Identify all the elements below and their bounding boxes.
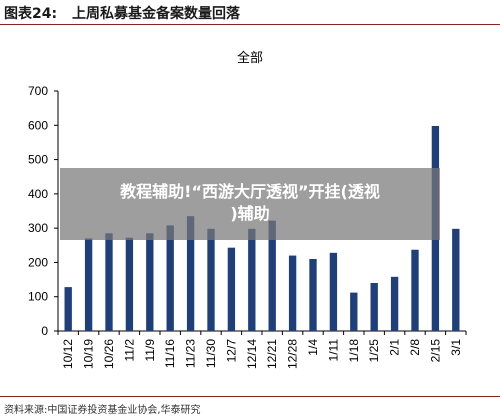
x-tick-label: 11/9 (143, 339, 157, 362)
x-tick-label: 12/14 (245, 339, 259, 369)
bar-12-28 (288, 255, 297, 331)
bar-10-12 (64, 287, 72, 331)
y-tick-label: 0 (41, 324, 48, 338)
bar-12-21 (268, 220, 276, 331)
bar-1-11 (329, 252, 338, 331)
y-tick-label: 300 (28, 221, 48, 235)
bar-10-19 (84, 238, 93, 331)
bar-1-18 (350, 292, 358, 331)
bar-11-9 (146, 233, 154, 331)
bar-2-8 (411, 249, 419, 331)
y-tick-labels: 0 100 200 300 400 500 600 700 (28, 84, 48, 338)
figure-label: 图表24: (4, 6, 58, 22)
x-tick-label: 10/12 (61, 339, 75, 369)
x-tick-label: 11/16 (163, 339, 177, 368)
overlay-text-line2: )辅助 (230, 204, 270, 223)
y-tick-label: 500 (28, 153, 48, 167)
y-tick-label: 400 (28, 187, 48, 201)
x-tick-label: 2/8 (408, 339, 422, 356)
bar-12-7 (227, 247, 236, 331)
chart-bars (64, 125, 460, 331)
bar-11-2 (125, 237, 134, 331)
bar-2-1 (390, 276, 399, 331)
x-tick-label: 1/25 (367, 339, 381, 363)
overlay-banner: 教程辅助!“西游大厅透视”开挂(透视 )辅助 (60, 168, 440, 240)
x-tick-label: 1/4 (306, 339, 320, 356)
y-tick-label: 200 (28, 255, 48, 269)
y-tick-label: 600 (28, 118, 48, 132)
y-tick-label: 100 (28, 290, 48, 304)
x-tick-labels: 10/12 10/19 10/26 11/2 11/9 11/16 11/23 11/30 12… (61, 339, 463, 369)
bar-3-1 (452, 228, 460, 331)
x-tick-label: 2/1 (388, 339, 402, 356)
x-tick-label: 10/19 (82, 339, 96, 369)
x-tick-label: 3/1 (449, 339, 463, 356)
x-tick-label: 1/11 (326, 339, 340, 362)
figure-title: 上周私募基金备案数量回落 (72, 6, 240, 22)
x-tick-label: 11/23 (184, 339, 198, 368)
x-tick-label: 2/15 (428, 339, 442, 363)
bar-12-14 (248, 228, 256, 331)
x-tick-label: 12/21 (265, 339, 279, 369)
bar-11-30 (207, 228, 215, 331)
source-note: 资料来源:中国证券投资基金业协会,华泰研究 (4, 405, 201, 416)
overlay-text-line1: 教程辅助!“西游大厅透视”开挂(透视 (120, 182, 380, 201)
chart-title: 全部 (237, 50, 263, 66)
bar-1-25 (370, 283, 378, 331)
x-tick-label: 12/7 (224, 339, 238, 363)
footer-rule (0, 396, 500, 397)
figure-header: 图表24: 上周私募基金备案数量回落 (0, 0, 500, 25)
x-tick-label: 11/2 (122, 339, 136, 362)
x-tick-label: 10/26 (102, 339, 116, 369)
x-tick-label: 12/28 (286, 339, 300, 369)
bar-11-16 (166, 225, 174, 331)
bar-11-23 (186, 216, 195, 331)
bar-1-4 (309, 259, 317, 331)
x-tick-label: 11/30 (204, 339, 218, 368)
y-tick-label: 700 (28, 84, 48, 98)
bar-10-26 (105, 233, 113, 331)
x-tick-label: 1/18 (347, 339, 361, 363)
